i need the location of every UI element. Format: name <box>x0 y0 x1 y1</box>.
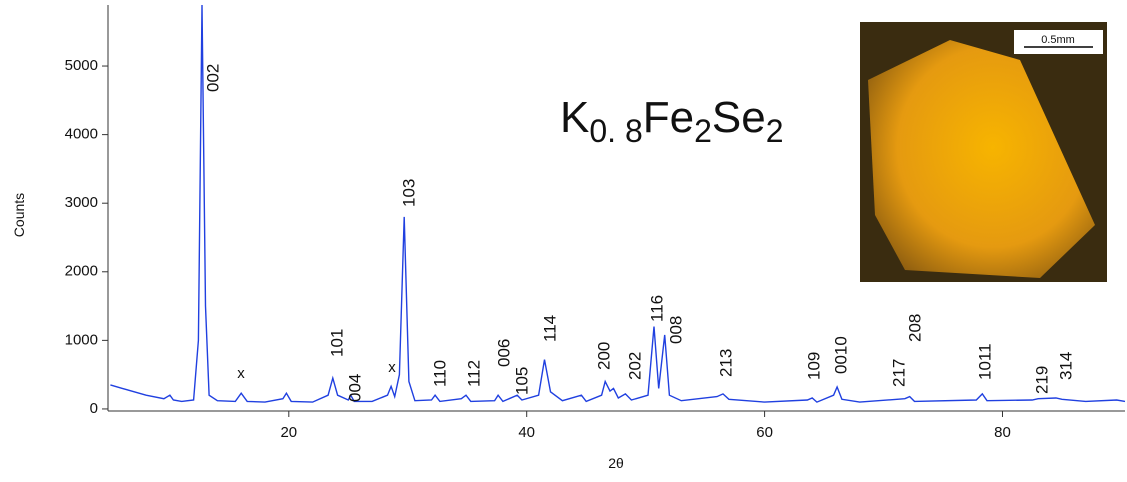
peak-label: x <box>237 365 245 382</box>
chart-title: K0. 8Fe2Se2 <box>560 93 784 149</box>
peak-label: 1011 <box>975 343 994 380</box>
scale-label: 0.5mm <box>1041 34 1075 46</box>
crystal <box>868 40 1095 278</box>
peak-label: 114 <box>540 315 559 342</box>
peak-label: 208 <box>905 314 924 342</box>
peak-label: 217 <box>889 359 908 387</box>
y-tick-label: 3000 <box>65 194 98 211</box>
inset-image: 0.5mm <box>860 22 1107 282</box>
peak-label: 006 <box>494 339 513 367</box>
peak-label: 109 <box>804 352 823 380</box>
peak-label: 008 <box>666 316 685 344</box>
peak-label: 105 <box>512 367 531 395</box>
peak-label: 0010 <box>831 336 850 374</box>
peak-label: 002 <box>203 64 222 92</box>
title-text: Fe <box>643 93 694 142</box>
y-tick-label: 5000 <box>65 57 98 74</box>
y-tick-label: 0 <box>90 400 98 417</box>
peak-label: 103 <box>399 179 418 207</box>
peak-label: x <box>388 359 396 376</box>
peak-label: 101 <box>327 329 346 357</box>
y-tick-label: 4000 <box>65 126 98 143</box>
x-tick-label: 20 <box>280 424 297 441</box>
peak-label: 202 <box>625 352 644 380</box>
scale-box <box>1014 30 1103 54</box>
x-tick-label: 60 <box>756 424 773 441</box>
title-text: Se <box>712 93 766 142</box>
peak-label: 004 <box>345 374 364 402</box>
x-axis-label: 2θ <box>608 455 624 471</box>
peak-label: 112 <box>464 360 483 387</box>
x-tick-label: 80 <box>994 424 1011 441</box>
title-text: K <box>560 93 589 142</box>
peak-label: 200 <box>594 342 613 370</box>
x-tick-label: 40 <box>518 424 535 441</box>
y-axis-label: Counts <box>11 193 27 237</box>
peak-label: 110 <box>430 360 449 387</box>
peak-label: 116 <box>647 295 666 322</box>
y-tick-label: 2000 <box>65 263 98 280</box>
peak-label: 219 <box>1032 366 1051 394</box>
peak-label: 314 <box>1056 352 1075 380</box>
title-subscript: 0. 8 <box>589 113 642 149</box>
y-tick-label: 1000 <box>65 331 98 348</box>
data-line <box>110 4 1126 403</box>
peak-label: 213 <box>716 349 735 377</box>
title-subscript: 2 <box>694 113 712 149</box>
title-subscript: 2 <box>766 113 784 149</box>
